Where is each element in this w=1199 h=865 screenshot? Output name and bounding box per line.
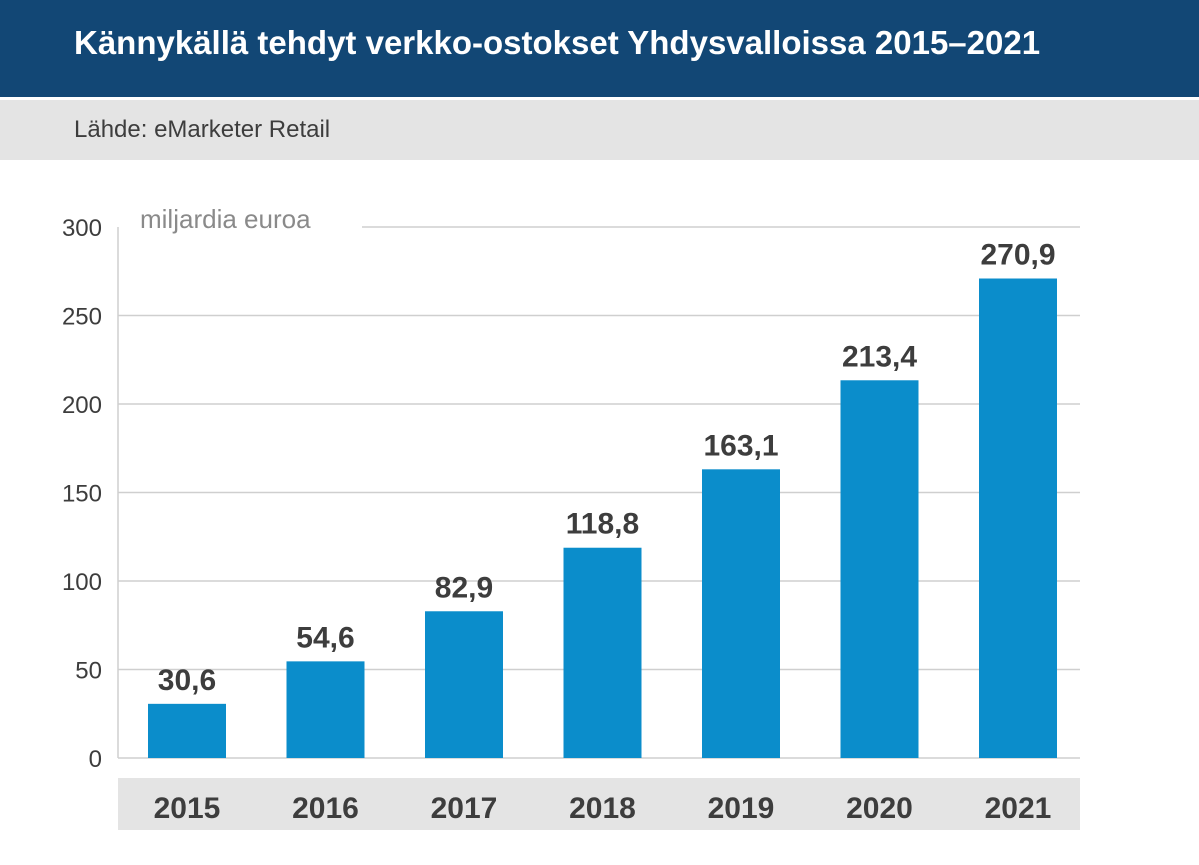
x-tick-label: 2017: [431, 792, 498, 825]
data-label: 82,9: [435, 571, 493, 604]
x-tick-label: 2021: [985, 792, 1052, 825]
bar: [286, 661, 365, 758]
bar: [979, 278, 1057, 758]
y-tick-label: 250: [62, 304, 102, 331]
data-label: 30,6: [158, 664, 216, 697]
x-tick-label: 2018: [569, 792, 636, 825]
bar: [840, 380, 919, 758]
bar: [563, 547, 642, 758]
data-label: 54,6: [296, 621, 354, 654]
bar: [148, 703, 226, 758]
x-tick-label: 2020: [846, 792, 913, 825]
data-label: 270,9: [980, 239, 1055, 272]
bar: [425, 611, 503, 758]
data-label: 163,1: [703, 429, 778, 462]
bar: [702, 469, 780, 758]
y-tick-label: 200: [62, 392, 102, 419]
y-tick-label: 300: [62, 215, 102, 242]
y-tick-label: 0: [89, 746, 102, 773]
y-tick-label: 50: [75, 658, 102, 685]
x-tick-label: 2015: [154, 792, 221, 825]
bar-chart: 0 50 100 150 200 250 300 miljardia euroa 30,6 201…: [62, 204, 1080, 830]
data-label: 213,4: [842, 340, 917, 373]
source-bar: Lähde: eMarketer Retail: [0, 100, 1199, 160]
chart-title: Kännykällä tehdyt verkko-ostokset Yhdysv…: [74, 24, 1041, 61]
y-tick-label: 100: [62, 569, 102, 596]
x-tick-label: 2019: [708, 792, 775, 825]
source-label: Lähde: eMarketer Retail: [74, 116, 331, 143]
x-tick-label: 2016: [292, 792, 359, 825]
data-label: 118,8: [566, 508, 639, 541]
y-axis-unit-label: miljardia euroa: [140, 204, 311, 234]
y-tick-label: 150: [62, 481, 102, 508]
title-bar: Kännykällä tehdyt verkko-ostokset Yhdysv…: [0, 0, 1199, 97]
category-band: [118, 778, 1080, 830]
